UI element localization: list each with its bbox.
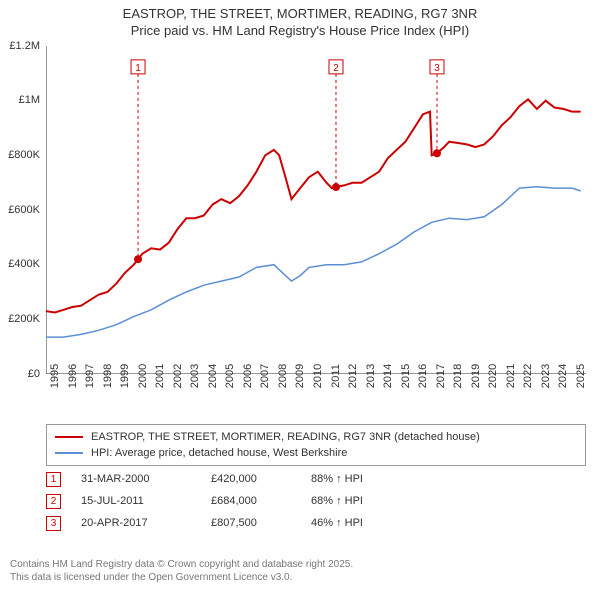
marker-date: 20-APR-2017 [81, 517, 191, 529]
footer-line-1: Contains HM Land Registry data © Crown c… [10, 558, 590, 571]
marker-table: 1 31-MAR-2000 £420,000 88% ↑ HPI 2 15-JUL-201… [46, 468, 586, 534]
chart-container: EASTROP, THE STREET, MORTIMER, READING, … [0, 0, 600, 590]
y-tick-label: £200K [8, 313, 40, 325]
marker-price: £684,000 [211, 495, 291, 507]
x-tick-label: 1999 [119, 364, 131, 388]
x-tick-label: 1997 [84, 364, 96, 388]
x-tick-label: 2006 [242, 364, 254, 388]
svg-text:2: 2 [333, 63, 339, 74]
legend: EASTROP, THE STREET, MORTIMER, READING, … [46, 424, 586, 466]
x-axis: 1995199619971998199920002001200220032004… [46, 372, 586, 422]
x-tick-label: 2015 [400, 364, 412, 388]
x-tick-label: 2024 [557, 364, 569, 388]
svg-text:3: 3 [434, 63, 440, 74]
svg-text:1: 1 [135, 63, 141, 74]
legend-label-price-paid: EASTROP, THE STREET, MORTIMER, READING, … [91, 431, 480, 443]
marker-row: 1 31-MAR-2000 £420,000 88% ↑ HPI [46, 468, 586, 490]
footer: Contains HM Land Registry data © Crown c… [10, 558, 590, 584]
marker-index-box: 2 [46, 494, 61, 509]
x-tick-label: 2025 [575, 364, 587, 388]
x-tick-label: 2004 [207, 364, 219, 388]
x-tick-label: 2017 [435, 364, 447, 388]
marker-row: 3 20-APR-2017 £807,500 46% ↑ HPI [46, 512, 586, 534]
x-tick-label: 2014 [382, 364, 394, 388]
marker-pct: 46% ↑ HPI [311, 517, 411, 529]
x-tick-label: 2001 [154, 364, 166, 388]
legend-swatch-hpi [55, 452, 83, 454]
marker-index-box: 3 [46, 516, 61, 531]
marker-index-box: 1 [46, 472, 61, 487]
x-tick-label: 2002 [172, 364, 184, 388]
marker-row: 2 15-JUL-2011 £684,000 68% ↑ HPI [46, 490, 586, 512]
footer-line-2: This data is licensed under the Open Gov… [10, 571, 590, 584]
y-tick-label: £400K [8, 258, 40, 270]
x-tick-label: 2016 [417, 364, 429, 388]
x-tick-label: 2003 [189, 364, 201, 388]
y-tick-label: £1M [19, 94, 40, 106]
chart-plot: 1 2 3 [46, 46, 586, 374]
x-tick-label: 2009 [294, 364, 306, 388]
x-tick-label: 2007 [259, 364, 271, 388]
x-tick-label: 2023 [540, 364, 552, 388]
marker-price: £807,500 [211, 517, 291, 529]
x-tick-label: 1996 [67, 364, 79, 388]
x-tick-label: 1995 [49, 364, 61, 388]
marker-price: £420,000 [211, 473, 291, 485]
y-axis: £0£200K£400K£600K£800K£1M£1.2M [4, 46, 44, 374]
legend-label-hpi: HPI: Average price, detached house, West… [91, 447, 347, 459]
title-block: EASTROP, THE STREET, MORTIMER, READING, … [0, 0, 600, 42]
x-tick-label: 2021 [505, 364, 517, 388]
y-tick-label: £1.2M [9, 40, 40, 52]
marker-pct: 88% ↑ HPI [311, 473, 411, 485]
x-tick-label: 2013 [365, 364, 377, 388]
chart-title: EASTROP, THE STREET, MORTIMER, READING, … [10, 6, 590, 23]
chart-subtitle: Price paid vs. HM Land Registry's House … [10, 23, 590, 40]
y-tick-label: £600K [8, 204, 40, 216]
x-tick-label: 2022 [522, 364, 534, 388]
x-tick-label: 2020 [487, 364, 499, 388]
legend-item-hpi: HPI: Average price, detached house, West… [55, 445, 577, 461]
x-tick-label: 2011 [330, 364, 342, 388]
x-tick-label: 2019 [470, 364, 482, 388]
chart-area: £0£200K£400K£600K£800K£1M£1.2M 123 [46, 46, 586, 374]
x-tick-label: 2018 [452, 364, 464, 388]
y-tick-label: £800K [8, 149, 40, 161]
legend-swatch-price-paid [55, 436, 83, 438]
x-tick-label: 1998 [102, 364, 114, 388]
y-tick-label: £0 [28, 368, 40, 380]
legend-item-price-paid: EASTROP, THE STREET, MORTIMER, READING, … [55, 429, 577, 445]
x-tick-label: 2000 [137, 364, 149, 388]
x-tick-label: 2012 [347, 364, 359, 388]
x-tick-label: 2008 [277, 364, 289, 388]
marker-date: 15-JUL-2011 [81, 495, 191, 507]
marker-date: 31-MAR-2000 [81, 473, 191, 485]
x-tick-label: 2010 [312, 364, 324, 388]
x-tick-label: 2005 [224, 364, 236, 388]
marker-pct: 68% ↑ HPI [311, 495, 411, 507]
